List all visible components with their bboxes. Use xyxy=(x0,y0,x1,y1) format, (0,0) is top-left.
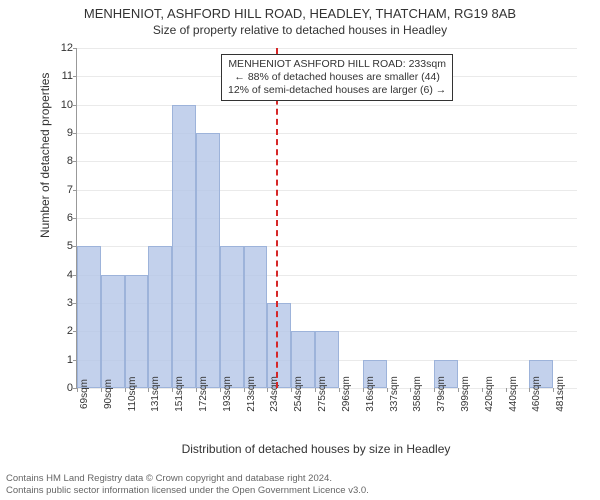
xtick-label: 172sqm xyxy=(198,376,209,412)
annotation-line3: 12% of semi-detached houses are larger (… xyxy=(228,84,446,97)
title-sub: Size of property relative to detached ho… xyxy=(0,21,600,37)
xtick-mark xyxy=(77,388,78,392)
xtick-label: 440sqm xyxy=(508,376,519,412)
ytick-mark xyxy=(73,133,77,134)
gridline-h xyxy=(77,133,577,134)
xtick-mark xyxy=(220,388,221,392)
ytick-mark xyxy=(73,218,77,219)
gridline-h xyxy=(77,105,577,106)
footer-attribution: Contains HM Land Registry data © Crown c… xyxy=(6,473,369,496)
histogram-bar xyxy=(220,246,244,388)
histogram-bar xyxy=(77,246,101,388)
ytick-label: 11 xyxy=(43,70,73,82)
ytick-mark xyxy=(73,48,77,49)
ytick-label: 3 xyxy=(43,297,73,309)
xtick-label: 379sqm xyxy=(436,376,447,412)
ytick-label: 5 xyxy=(43,240,73,252)
xtick-label: 337sqm xyxy=(389,376,400,412)
ytick-label: 8 xyxy=(43,155,73,167)
annotation-line1: MENHENIOT ASHFORD HILL ROAD: 233sqm xyxy=(228,58,446,71)
plot-region: 012345678910111269sqm90sqm110sqm131sqm15… xyxy=(76,48,577,389)
xtick-label: 460sqm xyxy=(531,376,542,412)
histogram-bar xyxy=(244,246,268,388)
xtick-mark xyxy=(363,388,364,392)
histogram-bar xyxy=(148,246,172,388)
xtick-label: 151sqm xyxy=(174,376,185,412)
ytick-label: 7 xyxy=(43,184,73,196)
xtick-label: 358sqm xyxy=(412,376,423,412)
gridline-h xyxy=(77,190,577,191)
xtick-mark xyxy=(434,388,435,392)
xtick-label: 110sqm xyxy=(127,377,138,412)
xtick-label: 69sqm xyxy=(79,379,90,409)
ytick-label: 1 xyxy=(43,354,73,366)
xtick-mark xyxy=(196,388,197,392)
ytick-label: 10 xyxy=(43,99,73,111)
xtick-mark xyxy=(458,388,459,392)
ytick-mark xyxy=(73,76,77,77)
title-main: MENHENIOT, ASHFORD HILL ROAD, HEADLEY, T… xyxy=(0,0,600,21)
annotation-box: MENHENIOT ASHFORD HILL ROAD: 233sqm← 88%… xyxy=(221,54,453,101)
xtick-mark xyxy=(125,388,126,392)
ytick-label: 6 xyxy=(43,212,73,224)
xtick-mark xyxy=(506,388,507,392)
annotation-line2: ← 88% of detached houses are smaller (44… xyxy=(228,71,446,84)
xtick-label: 420sqm xyxy=(484,376,495,412)
xtick-label: 131sqm xyxy=(150,376,161,412)
xtick-label: 296sqm xyxy=(341,376,352,412)
ytick-label: 2 xyxy=(43,325,73,337)
xtick-label: 399sqm xyxy=(460,376,471,412)
xtick-label: 90sqm xyxy=(103,379,114,409)
xtick-label: 316sqm xyxy=(365,376,376,412)
xtick-label: 193sqm xyxy=(222,376,233,412)
gridline-h xyxy=(77,48,577,49)
xtick-label: 481sqm xyxy=(555,376,566,412)
ytick-label: 0 xyxy=(43,382,73,394)
ytick-label: 9 xyxy=(43,127,73,139)
x-axis-label: Distribution of detached houses by size … xyxy=(56,442,576,456)
footer-line1: Contains HM Land Registry data © Crown c… xyxy=(6,473,369,484)
xtick-mark xyxy=(101,388,102,392)
ytick-mark xyxy=(73,105,77,106)
xtick-mark xyxy=(315,388,316,392)
ytick-mark xyxy=(73,190,77,191)
gridline-h xyxy=(77,161,577,162)
gridline-h xyxy=(77,218,577,219)
histogram-bar xyxy=(196,133,220,388)
ytick-mark xyxy=(73,161,77,162)
xtick-label: 213sqm xyxy=(246,376,257,412)
xtick-mark xyxy=(244,388,245,392)
histogram-bar xyxy=(125,275,149,388)
histogram-bar xyxy=(172,105,196,388)
histogram-bar xyxy=(101,275,125,388)
xtick-mark xyxy=(339,388,340,392)
xtick-mark xyxy=(482,388,483,392)
ytick-label: 12 xyxy=(43,42,73,54)
footer-line2: Contains public sector information licen… xyxy=(6,485,369,496)
xtick-label: 254sqm xyxy=(293,376,304,412)
chart-area: Number of detached properties 0123456789… xyxy=(56,48,576,418)
xtick-label: 275sqm xyxy=(317,376,328,412)
ytick-label: 4 xyxy=(43,269,73,281)
xtick-mark xyxy=(387,388,388,392)
